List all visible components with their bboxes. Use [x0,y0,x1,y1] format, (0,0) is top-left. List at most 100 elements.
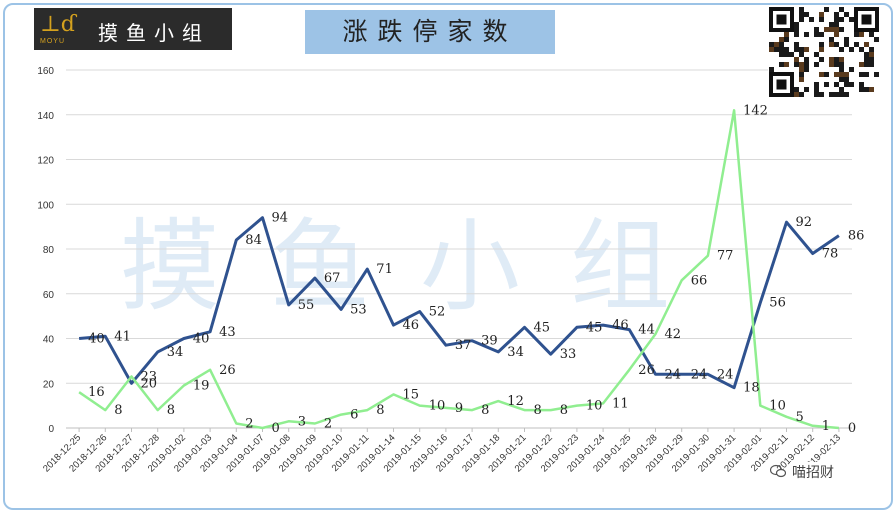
data-label: 67 [324,271,341,286]
qr-module [814,92,819,97]
data-label: 26 [219,363,236,378]
logo-sub-text: MOYU [40,38,65,45]
qr-module [789,52,794,57]
qr-module [784,47,789,52]
qr-module [839,57,844,62]
data-label: 8 [376,403,384,418]
qr-module [854,32,859,37]
qr-module [844,77,849,82]
logo-text: 摸鱼小组 [98,21,210,45]
data-label: 43 [219,325,236,340]
data-label: 0 [272,421,280,436]
qr-module [834,42,839,47]
data-label: 12 [507,394,524,409]
qr-module [839,47,844,52]
qr-module [844,82,849,87]
qr-module [869,52,874,57]
title-banner: 涨跌停家数 [305,10,555,54]
qr-module [794,92,799,97]
data-label: 6 [350,408,358,423]
qr-module [799,52,804,57]
y-tick-label: 80 [43,245,55,256]
qr-module [769,47,774,52]
qr-finder-core [861,14,872,25]
qr-module [804,67,809,72]
data-label: 5 [796,410,804,425]
qr-module [814,87,819,92]
data-label: 55 [298,298,315,313]
qr-module [799,77,804,82]
qr-module [794,57,799,62]
qr-module [859,47,864,52]
qr-module [774,47,779,52]
qr-module [814,82,819,87]
data-label: 77 [717,249,734,264]
data-label: 71 [376,262,393,277]
qr-module [839,92,844,97]
qr-module [834,12,839,17]
credit-text: 喵招财 [790,462,836,482]
qr-module [804,62,809,67]
qr-module [784,37,789,42]
qr-module [794,42,799,47]
data-label: 8 [534,403,542,418]
data-label: 10 [429,399,446,414]
qr-module [769,42,774,47]
y-axis-ticks: 0 20 40 60 80 100 120 140 160 [37,66,54,435]
data-label: 40 [193,332,210,347]
qr-module [874,37,879,42]
data-label: 16 [88,385,105,400]
qr-module [834,82,839,87]
qr-module [819,42,824,47]
qr-module [864,57,869,62]
qr-module [779,47,784,52]
qr-module [834,92,839,97]
data-label: 10 [769,399,786,414]
data-label: 8 [481,403,489,418]
qr-module [824,82,829,87]
qr-module [784,32,789,37]
data-label: 40 [88,332,105,347]
data-label: 46 [612,318,629,333]
qr-module [834,22,839,27]
qr-module [864,42,869,47]
data-label: 56 [769,296,786,311]
qr-module [834,72,839,77]
qr-module [784,62,789,67]
series-line-up [78,216,840,390]
qr-module [829,42,834,47]
grid-lines [66,69,852,429]
qr-module [819,47,824,52]
data-label: 46 [403,318,420,333]
qr-module [854,42,859,47]
qr-module [834,17,839,22]
qr-module [814,62,819,67]
qr-module [799,7,804,12]
qr-module [814,32,819,37]
data-label: 78 [822,246,839,261]
qr-module [849,47,854,52]
qr-module [849,82,854,87]
qr-module [869,87,874,92]
qr-module [869,57,874,62]
qr-module [844,37,849,42]
data-label: 53 [350,302,367,317]
y-tick-label: 140 [37,111,54,122]
qr-module [814,27,819,32]
qr-module [804,47,809,52]
qr-module [834,57,839,62]
chart-title: 涨跌停家数 [342,17,518,46]
data-label: 33 [560,347,577,362]
data-label: 42 [665,327,682,342]
data-label: 11 [612,396,629,411]
qr-finder-core [776,79,787,90]
qr-module [849,17,854,22]
qr-module [804,87,809,92]
data-label: 41 [114,329,131,344]
series-lines [78,109,840,430]
qr-module [804,32,809,37]
data-label: 86 [848,229,865,244]
data-label: 34 [507,345,524,360]
qr-module [834,62,839,67]
